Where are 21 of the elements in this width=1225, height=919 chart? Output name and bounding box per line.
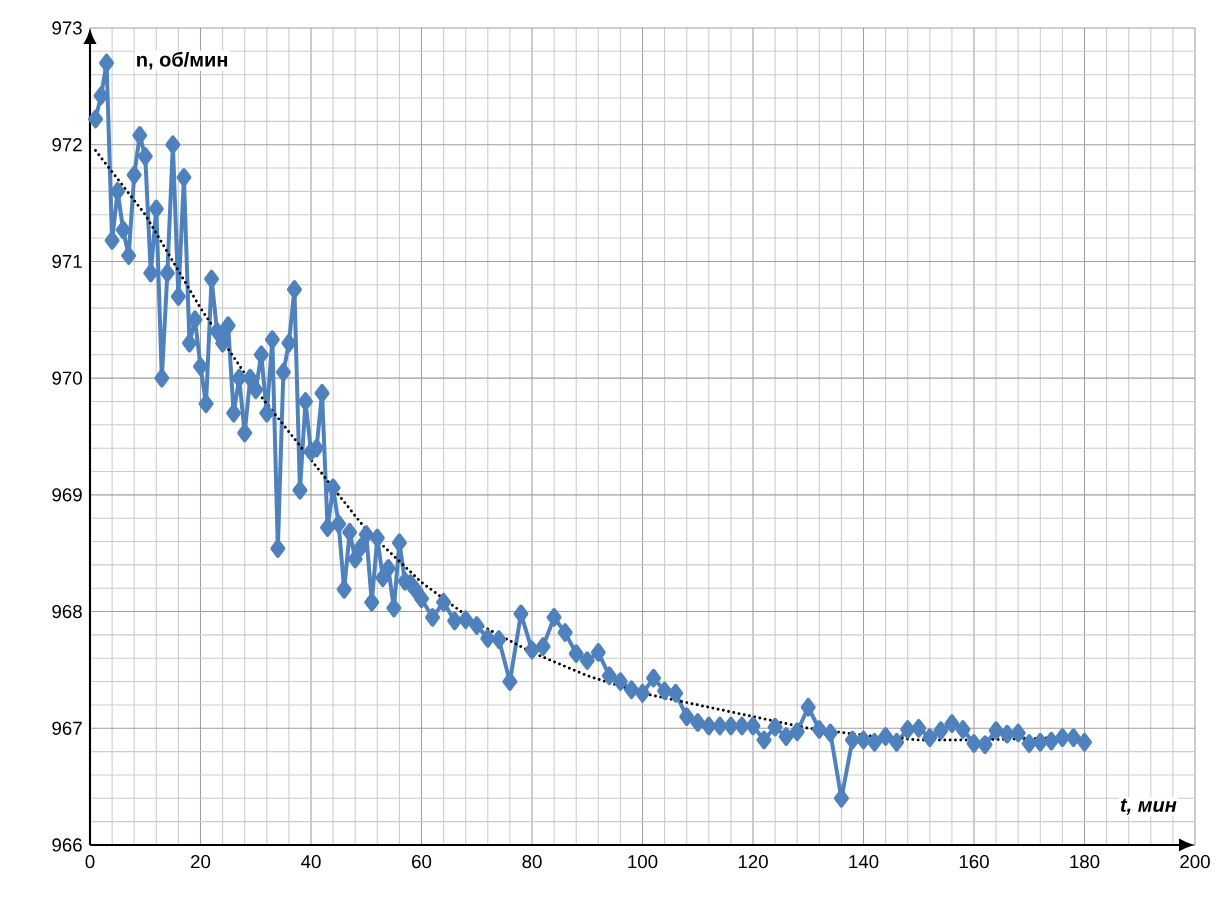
x-axis-title: t, мин (1120, 798, 1177, 815)
y-tick-label: 969 (52, 488, 82, 502)
x-tick-label: 180 (1070, 855, 1100, 869)
y-tick-label: 966 (52, 838, 82, 852)
x-tick-label: 0 (85, 855, 95, 869)
x-tick-label: 40 (301, 855, 321, 869)
x-tick-label: 120 (738, 855, 768, 869)
y-tick-label: 967 (52, 721, 82, 735)
x-tick-label: 160 (959, 855, 989, 869)
x-tick-label: 20 (191, 855, 211, 869)
x-tick-label: 140 (849, 855, 879, 869)
y-tick-label: 971 (52, 254, 82, 269)
x-tick-label: 200 (1180, 855, 1210, 869)
x-tick-label: 80 (522, 855, 542, 869)
y-tick-label: 973 (52, 21, 82, 35)
y-tick-label: 970 (52, 371, 82, 385)
y-axis-title: n, об/мин (137, 51, 228, 70)
y-tick-label: 972 (52, 138, 82, 152)
x-tick-label: 100 (628, 855, 658, 869)
x-tick-label: 60 (412, 855, 432, 869)
y-tick-label: 968 (52, 604, 82, 619)
